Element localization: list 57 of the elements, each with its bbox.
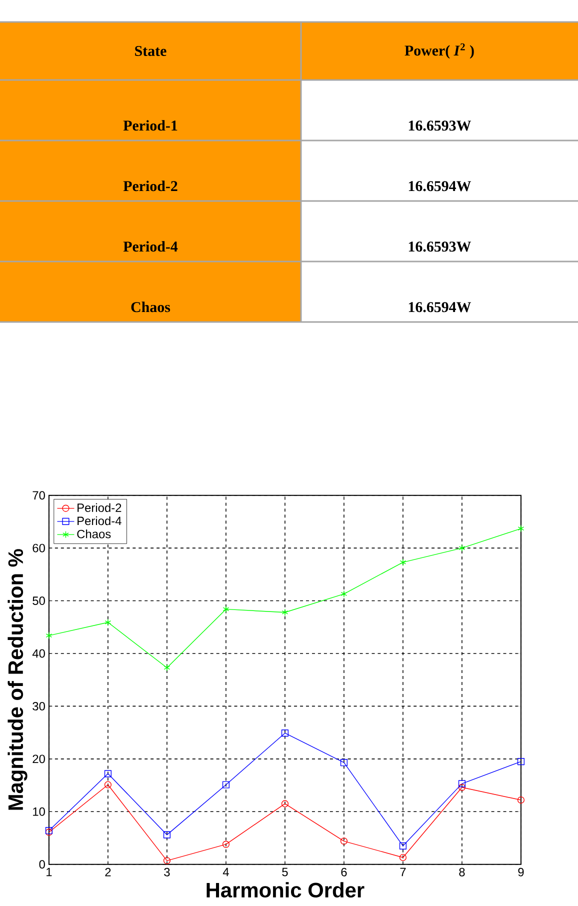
text: Chaos [131, 302, 170, 312]
y-tick-label: 0 [39, 860, 45, 869]
point [458, 544, 466, 552]
y-tick-label: 50 [32, 596, 45, 605]
point [222, 840, 230, 848]
y-tick-label: 20 [32, 754, 45, 764]
point [340, 838, 348, 845]
x-tick-label: 1 [46, 868, 52, 876]
x-tick-label: 3 [164, 868, 170, 876]
point [340, 759, 348, 766]
x-tick-label: 9 [518, 868, 524, 876]
text: Period-4 [123, 241, 178, 252]
point [400, 558, 406, 566]
x-tick-label: 4 [222, 868, 229, 876]
x-tick-label: 7 [400, 868, 406, 876]
point [46, 632, 52, 640]
point [163, 857, 171, 864]
y-tick-label: 70 [32, 491, 45, 500]
text: Period-1 [123, 120, 178, 131]
point [517, 758, 525, 766]
legend-label: Chaos [77, 530, 111, 538]
x-axis-title: Harmonic Order [206, 882, 364, 898]
point [164, 664, 170, 672]
legend-label: Period-4 [78, 516, 122, 526]
legend-label: Period-2 [78, 503, 122, 512]
point [281, 730, 289, 737]
point [281, 800, 289, 808]
point [458, 780, 466, 788]
point [104, 770, 112, 778]
point [458, 784, 466, 791]
text: 16.6594W [408, 181, 472, 192]
text: 16.6593W [408, 242, 472, 252]
point [518, 525, 524, 532]
point [163, 831, 171, 838]
point [340, 590, 348, 598]
x-tick-label: 2 [105, 868, 111, 876]
text: 16.6593W [408, 120, 472, 131]
text: Period-2 [123, 180, 178, 192]
point [282, 608, 288, 616]
y-tick-label: 10 [33, 807, 45, 816]
point [399, 842, 407, 850]
y-tick-label: 40 [32, 649, 45, 658]
text: 16.6594W [408, 302, 472, 312]
text: State [135, 46, 166, 56]
point [222, 781, 230, 788]
x-tick-label: 6 [341, 868, 347, 876]
point [517, 796, 525, 804]
point [222, 606, 230, 613]
point [399, 854, 407, 862]
x-tick-label: 8 [459, 868, 465, 876]
y-axis-title: Magnitude of Reduction % [8, 549, 28, 810]
point [104, 781, 112, 788]
y-tick-label: 30 [32, 702, 45, 710]
point [104, 618, 112, 626]
x-tick-label: 5 [282, 868, 288, 876]
text: Power( I$^{2}$ ) [404, 43, 474, 59]
y-tick-label: 60 [32, 544, 45, 552]
